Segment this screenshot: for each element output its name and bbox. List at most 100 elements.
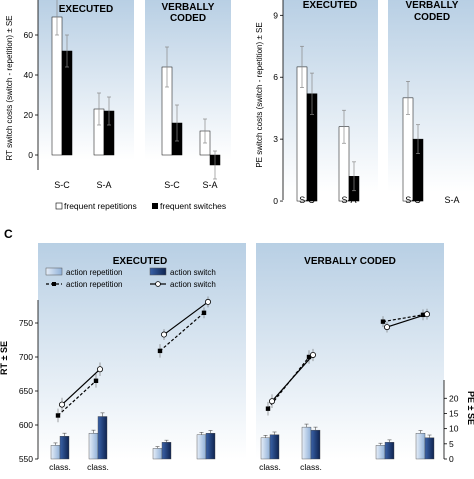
rt-line-action-switch [271,354,314,402]
bar-action-switch [97,416,108,460]
category-label: S-C [54,180,70,190]
bar-action-repetition [260,437,271,460]
c-rt-ticks: 550 600 650 700 750 [19,318,38,464]
rt-category-labels: S-C S-A S-C S-A [54,180,217,190]
rt-bars [51,0,221,180]
category-label: S-C [164,180,180,190]
c-legend-bar-sw-swatch [149,267,167,276]
rt-verbal-title-2: CODED [170,13,206,24]
pe-category-labels: S-C S-A S-C S-A [299,195,459,205]
rt-point-action-switch [160,331,167,338]
legend-rep-label: frequent repetitions [64,201,137,211]
rt-verbal-title-1: VERBALLY [162,2,215,13]
rt-y-ticks: 0 20 40 60 [24,30,38,160]
category-label: S-A [444,195,459,205]
rt-line-action-switch [386,313,428,328]
rt-line-action-repetition [57,380,97,416]
c-verbal-bg [256,243,444,459]
legend-sw-label: frequent switches [160,201,226,211]
c-ylabel-right: PE ± SE [466,391,474,425]
category-label: class. [259,462,281,472]
pe-verbal-bg [388,0,474,192]
category-label: class. [87,462,109,472]
rt-point-action-switch [268,398,275,405]
rt-ylabel: RT switch costs (switch - repetition) ± … [5,15,14,160]
rt-point-action-repetition [306,354,312,360]
c-legend-bar-rep: action repetition [66,268,122,277]
category-label: class. [300,462,322,472]
rt-executed-title: EXECUTED [59,4,113,15]
bar-action-repetition [50,445,61,460]
c-legend-line-sw-marker [155,281,161,287]
y-tick-label: 20 [24,110,34,120]
pe-tick-label: 15 [449,408,459,418]
c-pe-ticks: 0 5 10 15 20 [444,393,459,464]
y-tick-label: 6 [273,72,278,82]
rt-point-action-repetition [157,348,163,354]
c-executed-bg [38,243,246,459]
y-tick-label: 40 [24,70,34,80]
bar-action-switch [205,432,216,460]
pe-ylabel: PE switch costs (switch - repetition) ± … [255,22,264,167]
pe-bars [296,45,424,202]
category-label: S-A [96,180,111,190]
pe-switch-costs-chart: EXECUTED VERBALLY CODED PE switch costs … [255,0,474,206]
rt-line-action-repetition [382,314,424,323]
rt-point-action-repetition [55,413,61,418]
pe-tick-label: 5 [449,439,454,449]
rt-tick-label: 550 [19,454,33,464]
y-tick-label: 0 [28,150,33,160]
rt-point-action-switch [383,324,390,331]
y-tick-label: 60 [24,30,34,40]
c-verbal-title: VERBALLY CODED [304,256,396,267]
rt-tick-label: 650 [19,386,33,396]
rt-pe-chart: EXECUTED VERBALLY CODED RT ± SE PE ± SE … [0,243,474,472]
pe-verbal-title-1: VERBALLY [406,0,459,11]
bar-action-repetition [301,426,312,460]
rt-tick-label: 600 [19,420,33,430]
c-legend: action repetition action switch action r… [45,267,216,289]
bar-action-switch [269,434,280,460]
c-legend-line-rep: action repetition [66,280,122,289]
rt-verbal-bg [145,0,231,160]
c-executed-title: EXECUTED [113,256,167,267]
rt-point-action-switch [423,311,430,318]
c-ylabel-left: RT ± SE [0,341,9,375]
bar-action-switch [384,442,395,460]
rt-point-action-switch [97,366,104,373]
rt-line-action-switch [163,301,209,336]
bar-action-repetition [152,448,163,460]
bar-action-switch [424,437,435,460]
rt-point-action-switch [309,351,316,358]
pe-tick-label: 0 [449,454,454,464]
top-legend: frequent repetitions frequent switches [55,201,226,211]
bar-action-switch [161,442,172,460]
bar-action-switch [310,429,321,460]
category-label: class. [49,462,71,472]
rt-point-action-repetition [93,378,99,383]
category-label: S-C [299,195,315,205]
legend-sw-swatch [152,203,158,209]
c-category-labels: class. class. class. class. [49,462,322,472]
bar-action-repetition [196,434,207,460]
c-legend-bar-sw: action switch [170,268,216,277]
c-rt-lines [55,296,430,423]
rt-switch-costs-chart: EXECUTED VERBALLY CODED RT switch costs … [5,0,231,190]
c-pe-bars [50,412,435,460]
category-label: S-C [405,195,421,205]
bar-action-repetition [415,432,426,460]
pe-verbal-title-2: CODED [414,12,450,23]
category-label: S-A [202,180,217,190]
rt-line-action-switch [61,368,101,406]
pe-y-ticks: 0 3 6 9 [273,10,283,206]
bar-frequent-repetitions [51,16,63,156]
pe-tick-label: 20 [449,393,459,403]
c-legend-line-sw: action switch [170,280,216,289]
panel-c-letter: C [4,227,13,241]
rt-point-action-repetition [265,406,271,411]
pe-tick-label: 10 [449,424,459,434]
bar-action-repetition [375,445,386,460]
y-tick-label: 0 [273,196,278,206]
rt-point-action-switch [204,298,211,305]
